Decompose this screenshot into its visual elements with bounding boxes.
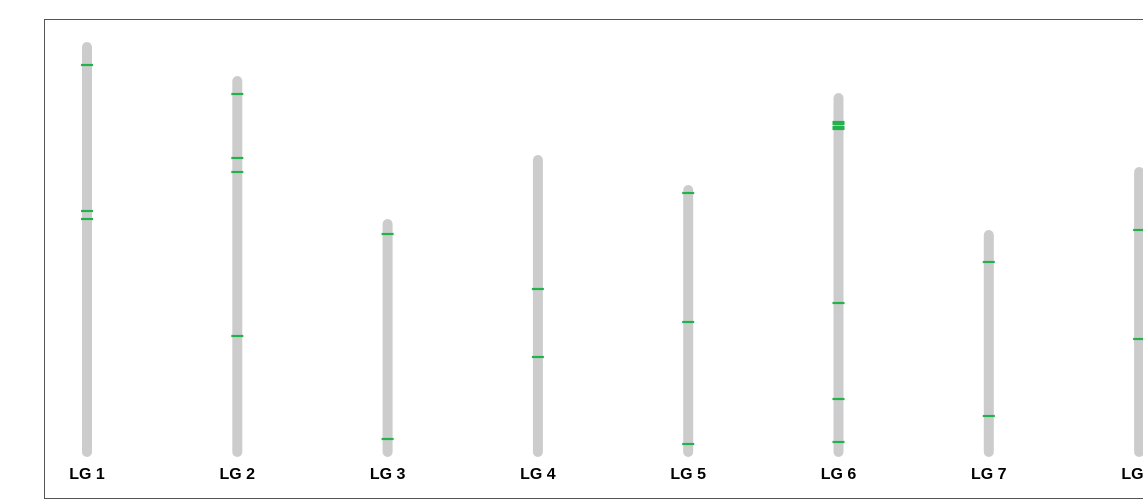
linkage-group-label: LG 2 (220, 466, 256, 483)
linkage-group-label: LG 5 (670, 466, 706, 483)
linkage-group-label: LG 3 (370, 466, 406, 483)
linkage-group-label: LG 4 (520, 466, 556, 483)
linkage-map: LG 1 LG 2 LG 3 LG 4 LG 5 LG 6 LG 7 LG 8 (69, 42, 1143, 483)
map-frame (44, 19, 1143, 499)
linkage-group-label: LG 7 (971, 466, 1007, 483)
linkage-group-label: LG 1 (69, 466, 105, 483)
linkage-group-label: LG 8 (1121, 466, 1143, 483)
linkage-group-label: LG 6 (821, 466, 857, 483)
